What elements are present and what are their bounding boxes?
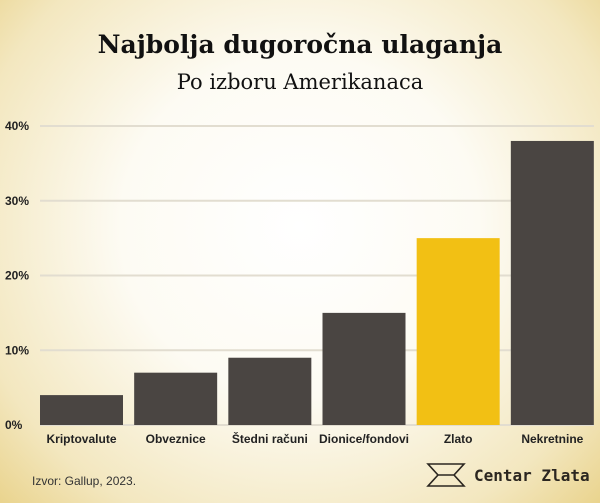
x-tick-label: Zlato <box>444 432 473 446</box>
x-tick-label: Dionice/fondovi <box>319 432 409 446</box>
brand-name: Centar Zlata <box>474 465 590 485</box>
y-tick-label: 30% <box>5 194 29 208</box>
x-tick-label: Štedni računi <box>232 431 308 446</box>
x-tick-label: Kriptovalute <box>46 432 116 446</box>
bar-obveznice <box>134 372 218 425</box>
y-tick-label: 0% <box>5 418 23 432</box>
x-tick-label: Obveznice <box>146 432 206 446</box>
bar-dionice-fondovi <box>322 312 406 425</box>
chart-subtitle: Po izboru Amerikanaca <box>176 70 424 94</box>
y-tick-label: 20% <box>5 269 29 283</box>
source-note: Izvor: Gallup, 2023. <box>32 474 137 488</box>
y-tick-label: 40% <box>5 119 29 133</box>
bar-zlato <box>416 238 500 425</box>
x-tick-label: Nekretnine <box>521 432 583 446</box>
chart-title: Najbolja dugoročna ulaganja <box>97 30 503 59</box>
bar-štedni-računi <box>228 357 312 425</box>
bar-kriptovalute <box>40 395 123 425</box>
hourglass-logo-icon <box>426 463 466 487</box>
bar-nekretnine <box>510 140 594 425</box>
brand-logo: Centar Zlata <box>426 462 590 488</box>
y-tick-label: 10% <box>5 343 29 357</box>
